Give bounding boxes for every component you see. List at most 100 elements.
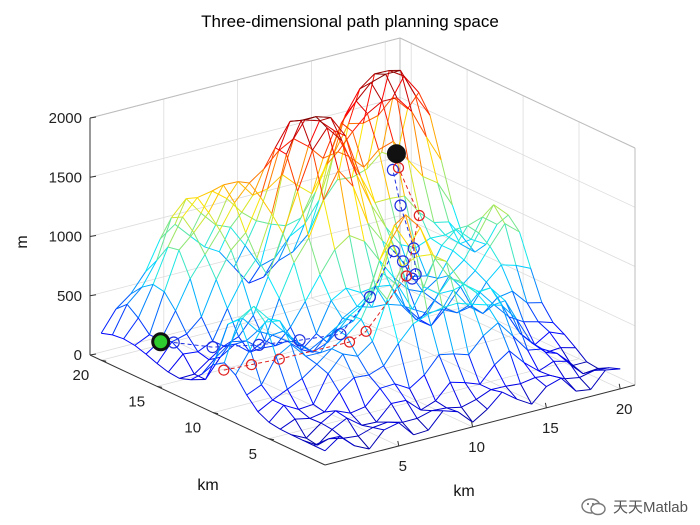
surface-mesh-line (301, 378, 314, 405)
surface-mesh-line (248, 168, 265, 184)
surface-mesh-line (141, 260, 158, 288)
surface-mesh-line (335, 410, 348, 419)
surface-mesh-line (375, 240, 392, 287)
surface-mesh-line (349, 314, 362, 320)
surface-mesh-line (371, 299, 388, 342)
surface-mesh-line (370, 73, 386, 84)
surface-mesh-line (468, 354, 481, 385)
surface-mesh-line (487, 391, 503, 410)
surface-mesh-line (300, 120, 313, 151)
surface-mesh-line (305, 422, 322, 439)
surface-mesh-line (386, 266, 403, 300)
x-tick-label: 20 (616, 401, 633, 418)
surface-mesh-line (215, 198, 228, 226)
surface-mesh-line (545, 347, 561, 353)
surface-mesh-line (312, 373, 329, 405)
surface-mesh-line (126, 303, 139, 319)
surface-mesh-line (542, 348, 558, 354)
surface-mesh-line (159, 223, 176, 240)
surface-mesh-line (446, 406, 462, 409)
surface-mesh-line (346, 417, 359, 437)
y-tick-mark (157, 385, 163, 388)
red-path-line (223, 167, 420, 371)
surface-mesh-line (490, 287, 506, 302)
surface-mesh-line (301, 349, 314, 353)
surface-mesh-line (538, 360, 554, 372)
blue-path-waypoint (206, 341, 219, 354)
surface-mesh-line (279, 428, 292, 436)
surface-mesh-line (350, 406, 366, 414)
surface-mesh-line (434, 258, 451, 279)
goal-point-marker (386, 144, 406, 164)
surface-mesh-line (226, 181, 239, 199)
surface-mesh-line (268, 421, 281, 430)
surface-mesh-line (304, 301, 317, 334)
surface-mesh-line (397, 323, 414, 344)
surface-mesh-line (359, 82, 372, 90)
y-axis-label: km (197, 477, 218, 494)
surface-mesh-line (448, 275, 461, 288)
surface-mesh-line (415, 312, 428, 321)
surface-mesh-line (307, 200, 320, 235)
surface-mesh-line (418, 212, 431, 239)
surface-mesh-line (437, 250, 454, 279)
surface-mesh-line (337, 170, 350, 236)
surface-mesh-line (401, 266, 414, 324)
surface-mesh-line (293, 138, 309, 147)
surface-mesh-line (313, 438, 329, 446)
surface-mesh-line (490, 385, 506, 391)
surface-mesh-line (234, 182, 250, 204)
surface-mesh-line (385, 69, 401, 75)
surface-mesh-line (479, 364, 495, 385)
surface-mesh-line (167, 353, 184, 373)
surface-mesh-line (346, 417, 362, 426)
surface-mesh-line (375, 286, 388, 305)
surface-mesh-line (167, 216, 184, 248)
surface-mesh-line (512, 290, 528, 304)
surface-mesh-line (379, 225, 395, 261)
z-tick-label: 2000 (49, 110, 82, 127)
surface-mesh-line (445, 261, 462, 282)
surface-mesh-line (171, 333, 187, 343)
surface-mesh-line (420, 409, 432, 412)
surface-mesh-line (256, 257, 269, 277)
surface-mesh-line (320, 348, 332, 354)
surface-mesh-line (375, 285, 388, 300)
surface-mesh-line (586, 361, 599, 369)
surface-mesh-line (412, 323, 425, 376)
surface-mesh-line (238, 336, 251, 353)
surface-mesh-line (401, 304, 417, 320)
box-edge (89, 37, 401, 119)
surface-mesh-line (307, 120, 320, 147)
surface-mesh-line (230, 211, 243, 228)
surface-mesh-line (241, 257, 258, 281)
surface-mesh-line (234, 202, 247, 233)
surface-mesh-line (271, 330, 284, 336)
surface-mesh-line (112, 334, 124, 340)
surface-mesh-line (274, 236, 290, 259)
surface-mesh-line (291, 434, 303, 441)
surface-mesh-line (467, 216, 483, 227)
surface-mesh-line (282, 174, 298, 186)
surface-mesh-line (486, 304, 499, 323)
surface-mesh-line (305, 352, 321, 357)
surface-mesh-line (322, 179, 338, 202)
surface-mesh-line (134, 334, 150, 346)
surface-mesh-line (130, 286, 143, 295)
surface-mesh-line (252, 315, 265, 341)
surface-mesh-line (438, 354, 451, 383)
surface-mesh-line (397, 285, 414, 310)
surface-mesh-line (145, 353, 158, 364)
surface-mesh-line (286, 389, 300, 410)
surface-mesh-line (494, 350, 510, 366)
surface-mesh-line (501, 391, 518, 400)
surface-mesh-line (485, 224, 498, 245)
surface-mesh-line (345, 287, 361, 293)
floor-gridline (237, 316, 473, 428)
surface-mesh-line (449, 382, 462, 408)
surface-mesh-line (364, 387, 381, 408)
surface-mesh-line (538, 321, 554, 324)
surface-mesh-line (330, 117, 346, 137)
surface-mesh-line (437, 182, 453, 206)
surface-mesh-line (567, 360, 584, 375)
